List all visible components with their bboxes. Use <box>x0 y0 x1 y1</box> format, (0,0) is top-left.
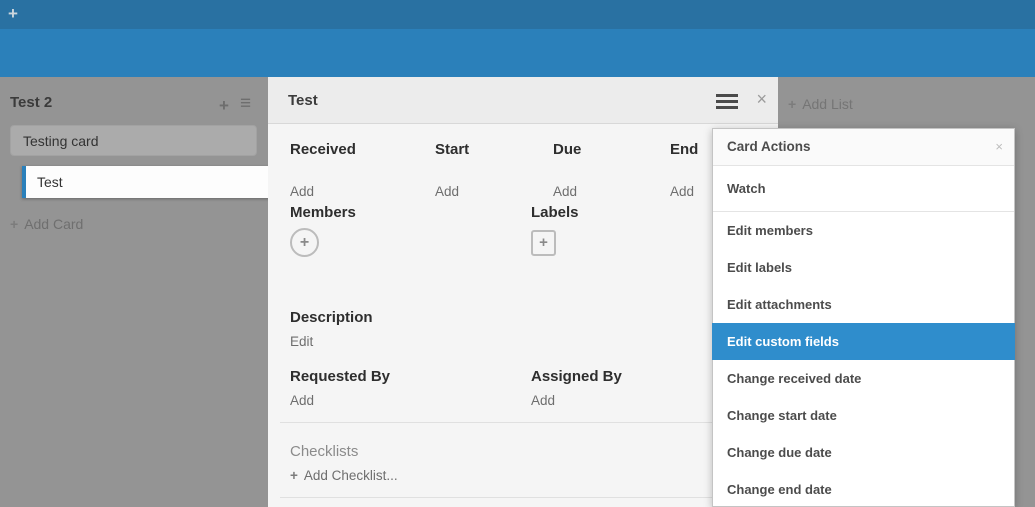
menu-item-edit-attachments[interactable]: Edit attachments <box>727 297 832 312</box>
list-menu-icon[interactable]: ≡ <box>240 93 252 114</box>
card-detail-title: Test <box>288 92 318 109</box>
divider <box>280 497 768 498</box>
divider <box>280 422 768 423</box>
date-fields-row: Received Add Start Add Due Add End Add <box>290 141 760 201</box>
assigned-by-section: Assigned By Add <box>531 368 622 410</box>
labels-section: Labels + <box>531 204 579 257</box>
menu-item-watch[interactable]: Watch <box>713 166 1014 212</box>
requested-assigned-row: Requested By Add Assigned By Add <box>290 368 760 410</box>
members-label: Members <box>290 204 356 221</box>
due-field: Due Add <box>553 141 670 201</box>
description-label: Description <box>290 309 373 326</box>
menu-item-change-end-date[interactable]: Change end date <box>727 482 832 497</box>
description-section: Description Edit <box>290 309 373 351</box>
plus-icon: + <box>290 468 298 483</box>
end-label: End <box>670 141 699 158</box>
add-start-link[interactable]: Add <box>435 184 460 199</box>
add-due-link[interactable]: Add <box>553 184 578 199</box>
received-label: Received <box>290 141 356 158</box>
members-section: Members + <box>290 204 531 257</box>
card-detail-header: Test × <box>268 77 778 124</box>
start-field: Start Add <box>435 141 553 201</box>
add-list-button[interactable]: + Add List <box>788 96 853 112</box>
checklists-section: Checklists + Add Checklist... <box>290 443 398 483</box>
list-add-card-icon[interactable]: + <box>219 96 229 115</box>
add-received-link[interactable]: Add <box>290 184 315 199</box>
checklists-label: Checklists <box>290 443 359 460</box>
menu-item-edit-members[interactable]: Edit members <box>727 223 813 238</box>
add-card-label: Add Card <box>24 216 84 232</box>
edit-description-link[interactable]: Edit <box>290 334 314 349</box>
menu-close-icon[interactable]: × <box>995 139 1003 154</box>
requested-by-section: Requested By Add <box>290 368 531 410</box>
received-field: Received Add <box>290 141 435 201</box>
add-assigned-by-link[interactable]: Add <box>531 393 556 408</box>
plus-icon: + <box>10 216 19 232</box>
add-end-link[interactable]: Add <box>670 184 695 199</box>
card-actions-menu-items: Watch Edit members Edit labels Edit attachm… <box>712 166 1015 507</box>
members-labels-row: Members + Labels + <box>290 204 760 257</box>
add-label-button[interactable]: + <box>531 230 556 256</box>
board-header-band <box>0 29 1035 77</box>
end-field: End Add <box>670 141 760 201</box>
menu-item-change-received-date[interactable]: Change received date <box>727 371 862 386</box>
add-list-label: Add List <box>802 96 853 112</box>
menu-item-change-start-date[interactable]: Change start date <box>727 408 837 423</box>
card-test[interactable]: Test <box>22 166 272 198</box>
top-navbar: + <box>0 0 1035 29</box>
card-actions-menu-icon[interactable] <box>716 94 738 112</box>
card-actions-menu-title: Card Actions <box>727 139 811 154</box>
card-actions-menu-header: Card Actions × <box>713 129 1014 166</box>
labels-label: Labels <box>531 204 579 221</box>
card-testing-card[interactable]: Testing card <box>10 125 257 156</box>
card-detail-close-icon[interactable]: × <box>756 89 767 109</box>
add-checklist-link[interactable]: + Add Checklist... <box>290 468 398 483</box>
add-card-button[interactable]: + Add Card <box>10 216 83 232</box>
add-checklist-label: Add Checklist... <box>303 468 398 483</box>
start-label: Start <box>435 141 470 158</box>
requested-by-label: Requested By <box>290 368 391 385</box>
list-title: Test 2 <box>10 94 53 111</box>
menu-item-edit-custom-fields[interactable]: Edit custom fields <box>712 323 1015 360</box>
menu-item-edit-labels[interactable]: Edit labels <box>727 260 793 275</box>
card-actions-menu: Card Actions × Watch Edit members Edit lab… <box>712 128 1015 507</box>
add-requested-by-link[interactable]: Add <box>290 393 315 408</box>
due-label: Due <box>553 141 582 158</box>
card-detail-panel: Test × Received Add Start Add Due Add End Add M… <box>268 77 778 507</box>
assigned-by-label: Assigned By <box>531 368 622 385</box>
add-member-button[interactable]: + <box>290 228 319 257</box>
navbar-add-icon[interactable]: + <box>8 4 18 23</box>
plus-icon: + <box>788 96 797 112</box>
menu-item-change-due-date[interactable]: Change due date <box>727 445 832 460</box>
